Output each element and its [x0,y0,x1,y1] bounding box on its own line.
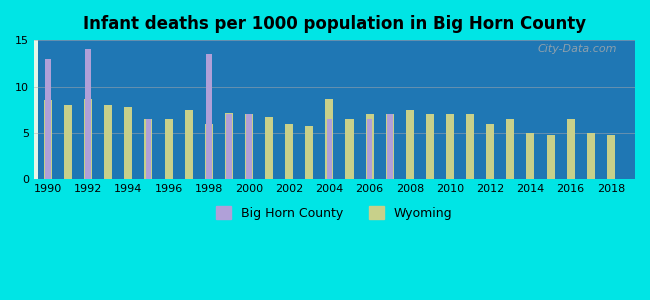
Bar [367,119,372,179]
Bar [326,119,332,179]
Bar [124,107,133,179]
Bar [365,114,374,179]
Bar [185,110,192,179]
Bar [164,119,173,179]
Bar [406,110,414,179]
Bar [306,126,313,179]
Bar [265,117,273,179]
Bar [486,124,494,179]
Bar [84,99,92,179]
Bar [45,59,51,179]
Bar [526,133,534,179]
Bar [246,114,252,179]
Bar [104,105,112,179]
Bar [506,119,514,179]
Bar [466,114,474,179]
Bar [446,114,454,179]
Bar [225,112,233,179]
Bar [426,114,434,179]
Bar [226,114,231,179]
Bar [587,133,595,179]
Bar [567,119,575,179]
Bar [205,124,213,179]
Bar [206,54,212,179]
Title: Infant deaths per 1000 population in Big Horn County: Infant deaths per 1000 population in Big… [83,15,586,33]
Bar [44,100,52,179]
Bar [144,119,153,179]
Legend: Big Horn County, Wyoming: Big Horn County, Wyoming [210,200,459,226]
Bar [346,119,354,179]
Bar [387,114,393,179]
Bar [385,114,394,179]
Text: City-Data.com: City-Data.com [538,44,617,54]
Bar [146,119,151,179]
Bar [85,50,91,179]
Bar [245,114,253,179]
Bar [64,105,72,179]
Bar [285,124,293,179]
Bar [607,135,615,179]
Bar [547,135,554,179]
Bar [326,99,333,179]
